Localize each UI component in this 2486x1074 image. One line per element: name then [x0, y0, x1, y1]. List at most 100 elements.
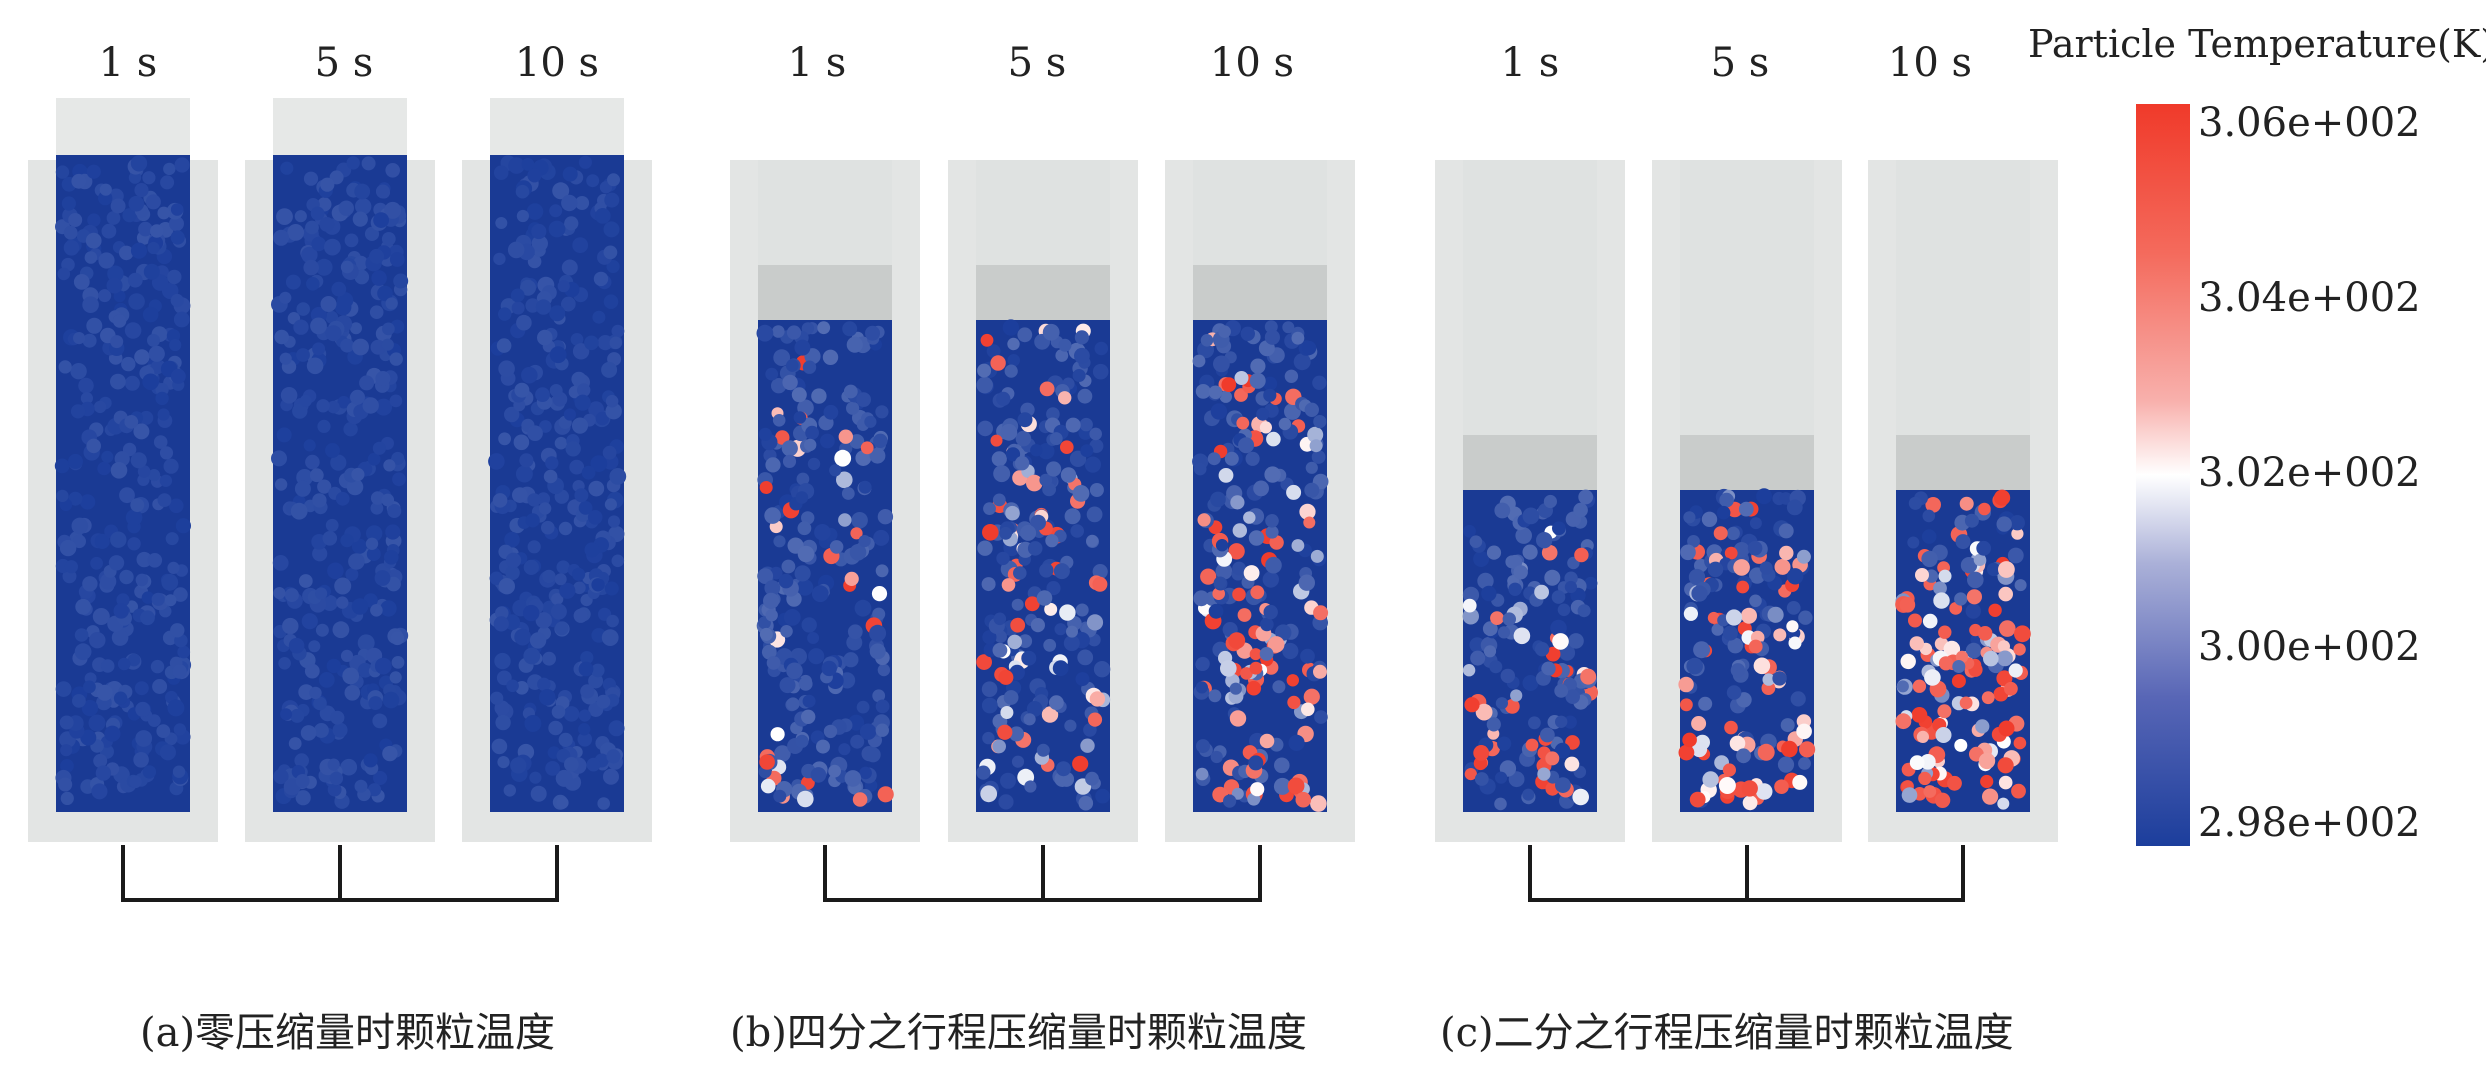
particle	[1564, 571, 1578, 585]
particle	[2004, 681, 2018, 696]
particle	[169, 216, 184, 232]
particle	[982, 524, 999, 541]
particle	[846, 336, 863, 353]
particle	[1231, 787, 1244, 800]
particle	[786, 325, 802, 340]
particle	[86, 317, 103, 334]
particle	[527, 540, 541, 554]
particle	[490, 691, 504, 705]
particle	[2011, 783, 2026, 799]
particle	[570, 333, 584, 346]
particle	[1309, 439, 1323, 453]
particle	[1010, 617, 1026, 633]
particle	[577, 383, 591, 397]
particle	[1755, 783, 1773, 800]
particle	[797, 521, 812, 536]
particle	[811, 388, 827, 404]
particle	[70, 404, 86, 419]
particle	[290, 708, 305, 723]
particle	[169, 498, 184, 514]
legend-tick-5: 2.98e+002	[2198, 800, 2421, 846]
particle	[801, 617, 817, 633]
particle	[324, 238, 341, 256]
particle	[1719, 492, 1734, 508]
particle	[539, 420, 552, 433]
particle	[603, 245, 618, 260]
particle	[355, 198, 372, 215]
particle	[1955, 534, 1971, 550]
particle	[389, 352, 403, 366]
particle	[1287, 777, 1305, 795]
particle	[1798, 757, 1811, 770]
particle	[128, 195, 145, 212]
particle	[301, 613, 318, 630]
tube-base	[948, 812, 1138, 842]
particle	[1954, 738, 1968, 752]
particle	[516, 209, 530, 223]
particle	[1043, 638, 1057, 652]
particle	[381, 232, 396, 246]
particle	[1278, 417, 1292, 431]
particle	[807, 457, 821, 471]
particle	[527, 493, 541, 507]
particle	[759, 481, 773, 494]
particle	[1741, 607, 1757, 624]
particle	[514, 628, 532, 646]
particle	[551, 705, 566, 719]
particle	[1947, 775, 1962, 791]
particle	[310, 317, 327, 335]
particle	[1200, 568, 1217, 585]
particle	[492, 493, 508, 508]
particle	[504, 531, 520, 548]
particle	[1537, 767, 1551, 781]
particle	[802, 694, 816, 708]
particle	[1736, 580, 1750, 594]
particle	[1978, 502, 1991, 516]
particle	[1689, 791, 1706, 808]
particle	[1687, 535, 1700, 548]
particle	[869, 624, 887, 642]
particle	[116, 593, 130, 607]
particle	[980, 785, 998, 803]
particle	[1014, 456, 1030, 471]
particle	[1977, 626, 1993, 641]
particle	[70, 363, 87, 380]
particle	[798, 677, 813, 691]
particle	[173, 723, 187, 736]
particle	[1997, 757, 2014, 774]
particle	[1774, 558, 1791, 575]
particle	[1988, 603, 2002, 617]
particle	[317, 419, 331, 433]
particle	[838, 743, 851, 756]
particle	[367, 783, 382, 797]
particle	[869, 447, 886, 464]
particle	[822, 349, 839, 365]
particle	[390, 631, 405, 646]
particle	[993, 612, 1007, 626]
particle	[529, 632, 547, 649]
particle	[1497, 736, 1512, 751]
particle	[129, 775, 142, 789]
particle	[1245, 451, 1260, 466]
particle	[1000, 772, 1016, 789]
particle	[90, 556, 103, 570]
particle	[541, 520, 555, 535]
tube-base	[1868, 812, 2058, 842]
particle	[549, 305, 566, 322]
particle	[1702, 771, 1719, 788]
particle	[57, 267, 71, 281]
particle	[543, 469, 558, 484]
time-label-a3: 10 s	[514, 40, 600, 86]
particle	[1030, 618, 1045, 633]
particle	[112, 314, 127, 328]
particle	[338, 200, 354, 216]
particle	[313, 723, 329, 738]
particle	[859, 723, 877, 740]
particle	[1207, 452, 1221, 466]
particle	[1036, 743, 1050, 757]
particle	[1909, 755, 1925, 770]
particle	[1304, 402, 1320, 417]
particle	[1486, 717, 1501, 732]
particle	[381, 493, 395, 507]
particle	[1680, 698, 1693, 712]
